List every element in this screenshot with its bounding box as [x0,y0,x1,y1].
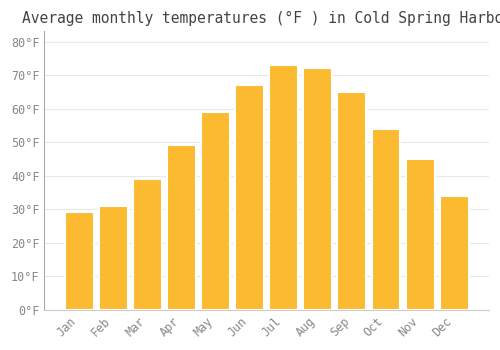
Title: Average monthly temperatures (°F ) in Cold Spring Harbor: Average monthly temperatures (°F ) in Co… [22,11,500,26]
Bar [304,68,332,310]
Bar [406,159,434,310]
Bar [235,85,264,310]
Bar [338,92,366,310]
Bar [64,212,94,310]
Bar [440,196,468,310]
Bar [372,129,400,310]
Bar [99,206,128,310]
Bar [167,146,196,310]
Bar [201,112,230,310]
Bar [133,179,162,310]
Bar [269,65,298,310]
